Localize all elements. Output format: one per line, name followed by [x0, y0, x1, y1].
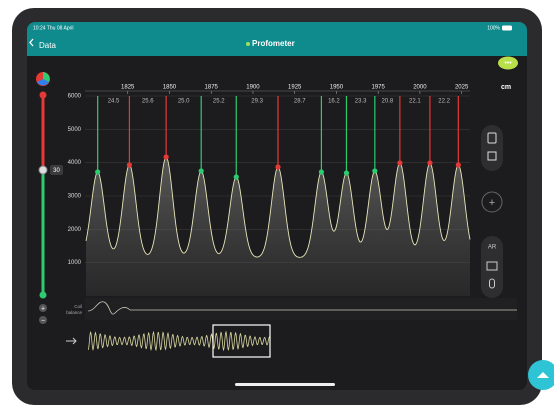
slider-top — [39, 91, 47, 99]
overview-trace — [87, 330, 271, 352]
spacing-label: 20.8 — [382, 99, 394, 105]
share-button[interactable] — [487, 151, 497, 161]
marker-dot — [455, 162, 461, 168]
status-battery: 100% — [487, 25, 500, 31]
nav-bar — [27, 22, 527, 56]
scroll-up-icon — [537, 372, 549, 378]
signal-area — [86, 157, 470, 296]
marker-dot — [126, 162, 133, 168]
marker-dot — [95, 169, 101, 175]
marker-dot — [198, 168, 204, 174]
connection-dot — [246, 42, 250, 46]
marker-dot — [275, 164, 281, 170]
marker-dot — [372, 168, 378, 174]
slider-knob[interactable] — [38, 165, 48, 175]
battery-icon — [502, 25, 512, 31]
y-tick-label: 3000 — [68, 194, 82, 200]
x-tick-label: 2000 — [413, 85, 427, 91]
spacing-label: 25.2 — [213, 99, 225, 105]
spacing-label: 22.2 — [438, 99, 450, 105]
arrow-head — [72, 337, 77, 345]
unit-label: cm — [501, 84, 511, 91]
spacing-label: 25.6 — [142, 99, 154, 105]
x-tick-label: 1925 — [288, 85, 302, 91]
zoom-in-icon: + — [41, 305, 45, 312]
overview-window[interactable] — [212, 324, 271, 358]
add-icon: + — [489, 197, 495, 209]
x-tick-label: 2025 — [455, 85, 469, 91]
x-tick-label: 1825 — [121, 85, 135, 91]
slider-bottom — [39, 291, 47, 299]
coil-balance-strip — [85, 298, 517, 320]
zoom-in[interactable] — [39, 304, 47, 312]
spacing-label: 16.2 — [328, 99, 340, 105]
x-tick-label: 1950 — [330, 85, 344, 91]
marker-dot — [343, 170, 350, 176]
back-button[interactable]: Data — [39, 41, 56, 50]
spacing-label: 22.1 — [409, 99, 421, 105]
nav-title: Profometer — [252, 39, 295, 48]
y-tick-label: 2000 — [68, 227, 82, 233]
x-tick-label: 1850 — [163, 85, 177, 91]
marker-dot — [397, 160, 403, 166]
spacing-label: 23.3 — [355, 99, 367, 105]
y-tick-label: 4000 — [68, 160, 82, 166]
chart: 1000 2000 3000 4000 5000 6000 1825 1850 1875 1900… — [68, 85, 471, 296]
back-chevron[interactable] — [29, 38, 34, 47]
color-wheel-part — [37, 79, 49, 86]
y-tick-label: 1000 — [68, 260, 82, 266]
spacing-label: 28.7 — [294, 99, 306, 105]
color-wheel-part — [43, 72, 50, 82]
zoom-out-icon: − — [41, 317, 45, 324]
ar-button[interactable]: AR — [488, 245, 497, 251]
toolbar-top — [481, 125, 503, 171]
y-tick-label: 6000 — [68, 94, 82, 100]
balance-label: balance — [66, 310, 82, 315]
menu-button[interactable] — [498, 56, 518, 70]
marker-dot — [233, 174, 239, 180]
coil-label: Coil — [74, 304, 82, 309]
status-time: 10:24 Thu 08 April — [33, 25, 74, 31]
menu-dots: ••• — [504, 60, 512, 67]
marker-dot — [163, 154, 169, 160]
spacing-label: 29.3 — [251, 99, 263, 105]
delete-button[interactable] — [487, 132, 497, 144]
y-tick-label: 5000 — [68, 127, 82, 133]
slider-value: 30 — [53, 168, 60, 174]
add-button[interactable] — [481, 191, 503, 213]
spacing-label: 25.0 — [178, 99, 190, 105]
x-tick-label: 1875 — [205, 85, 219, 91]
marker-dot — [427, 160, 433, 166]
view-button[interactable] — [486, 261, 498, 271]
spacing-label: 24.5 — [108, 99, 120, 105]
x-tick-label: 1900 — [246, 85, 260, 91]
toolbar-bottom — [481, 236, 503, 298]
mic-button[interactable] — [489, 278, 495, 289]
coil-balance-trace — [87, 301, 517, 315]
home-indicator — [235, 383, 335, 386]
slider-value-box — [50, 165, 63, 175]
nav-bar-base — [27, 48, 527, 56]
zoom-out[interactable] — [39, 316, 47, 324]
x-tick-label: 1975 — [371, 85, 385, 91]
marker-dot — [318, 169, 325, 175]
